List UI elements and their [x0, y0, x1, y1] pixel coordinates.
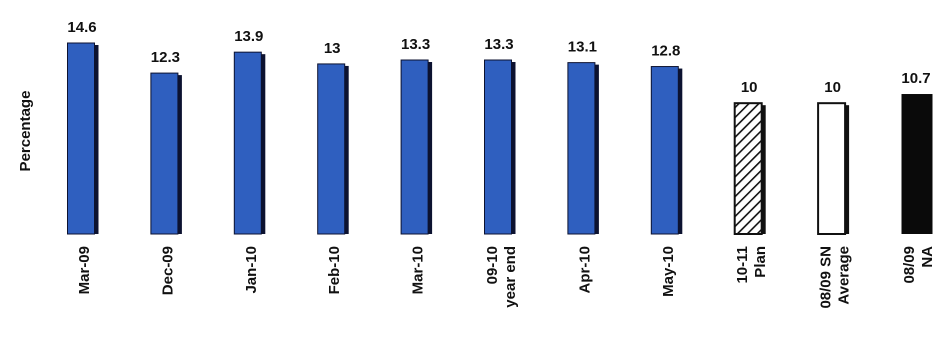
x-tick-label: 08/09 SN	[818, 246, 835, 309]
x-tick-label: Average	[836, 246, 853, 305]
bar	[901, 94, 933, 235]
x-tick-label: Jan-10	[243, 246, 260, 294]
x-tick-label: Plan	[752, 246, 769, 278]
bar	[817, 102, 847, 235]
x-tick-label: NA	[919, 246, 936, 268]
bar	[567, 62, 596, 235]
bar	[67, 42, 95, 235]
bar	[317, 63, 346, 235]
value-label: 14.6	[67, 19, 96, 36]
bar	[233, 51, 262, 235]
x-tick-label: 10-11	[734, 246, 751, 284]
bar	[400, 59, 429, 235]
bars-group	[67, 42, 933, 235]
bar	[150, 72, 179, 235]
x-tick-label: 09-10	[484, 246, 501, 284]
x-tick-label: 08/09	[901, 246, 918, 284]
value-label: 13.1	[568, 39, 597, 56]
x-tick-label: Dec-09	[159, 246, 176, 295]
bar	[733, 102, 763, 235]
value-labels-group: 14.6 12.3 13.9 13 13.3 13.3 13.1 12.8 10 10 10.7	[67, 19, 930, 96]
x-tick-label: Apr-10	[576, 246, 593, 294]
value-label: 10	[824, 79, 841, 96]
value-label: 13	[324, 40, 341, 57]
value-label: 10	[741, 79, 758, 96]
bar	[484, 59, 512, 235]
x-tick-label: Mar-10	[410, 246, 427, 294]
y-axis-label: Percentage	[17, 91, 34, 172]
x-tick-label: Mar-09	[76, 246, 93, 294]
x-tick-labels-group: Mar-09 Dec-09 Jan-10 Feb-10 Mar-10 09-10 year …	[76, 246, 936, 309]
value-label: 13.3	[484, 36, 513, 53]
x-tick-label: year end	[502, 246, 519, 308]
x-tick-label: May-10	[660, 246, 677, 297]
bar	[650, 66, 679, 235]
value-label: 10.7	[901, 70, 930, 87]
value-label: 12.3	[151, 49, 180, 66]
value-label: 12.8	[651, 43, 680, 60]
value-label: 13.9	[234, 28, 263, 45]
x-tick-label: Feb-10	[326, 246, 343, 294]
value-label: 13.3	[401, 36, 430, 53]
